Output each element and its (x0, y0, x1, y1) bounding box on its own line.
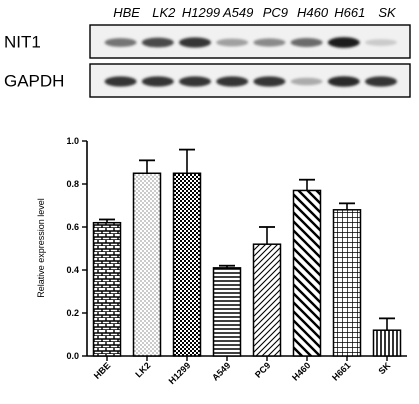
blot-lane-label: A549 (222, 5, 253, 20)
bar-h460 (292, 189, 322, 357)
y-tick-label: 0.8 (66, 179, 79, 189)
blot-lane-labels: HBE LK2 H1299 A549 PC9 H460 H661 SK (113, 5, 397, 20)
error-bars (99, 148, 395, 331)
blot-row-label: NIT1 (4, 33, 41, 52)
blot-band (179, 76, 211, 87)
x-tick-label: PC9 (253, 360, 272, 379)
blot-lane-label: H661 (334, 5, 365, 20)
x-tick-label: HBE (92, 360, 113, 381)
blot-band (365, 39, 397, 46)
blot-band (216, 38, 249, 47)
blot-band (104, 76, 137, 87)
blot-lane-label: PC9 (263, 5, 288, 20)
blot-band (141, 76, 174, 87)
y-tick-label: 0.6 (66, 222, 79, 232)
blot-band (216, 76, 249, 87)
x-tick-label: SK (376, 360, 392, 376)
x-axis: HBE LK2 H1299 A549 PC9 H460 H661 SK (87, 355, 407, 386)
x-tick-label: LK2 (133, 360, 152, 379)
x-tick-label: H1299 (167, 360, 193, 386)
bar-sk (372, 329, 402, 357)
y-axis: 0.0 0.2 0.4 0.6 0.8 1.0 (66, 136, 88, 361)
blot-row-label: GAPDH (4, 72, 64, 91)
y-tick-label: 0.0 (66, 351, 79, 361)
blot-lane-label: LK2 (152, 5, 176, 20)
blot-band (327, 76, 360, 87)
blot-membrane (89, 63, 411, 98)
bars (92, 172, 402, 357)
x-tick-label: A549 (210, 360, 232, 382)
blot-band (253, 38, 286, 47)
blot-band (104, 38, 137, 47)
western-blot: NIT1 GAPDH (4, 24, 411, 98)
blot-band (365, 76, 397, 87)
blot-band (290, 77, 323, 86)
blot-lane-label: SK (378, 5, 397, 20)
blot-lane-label: H460 (297, 5, 329, 20)
y-tick-label: 0.2 (66, 308, 79, 318)
y-axis-title: Relative expression level (36, 198, 46, 298)
blot-band (179, 37, 211, 48)
blot-band (253, 76, 286, 87)
blot-lane-label: HBE (113, 5, 140, 20)
y-tick-label: 1.0 (66, 136, 79, 146)
blot-band (290, 38, 323, 47)
bar-h661 (332, 209, 362, 357)
blot-band (141, 37, 174, 48)
bar-h1299 (172, 172, 202, 357)
bar-hbe (92, 221, 122, 357)
x-tick-label: H661 (330, 360, 352, 382)
bar-chart: Relative expression level 0.00.20.40.60.… (36, 136, 407, 386)
x-tick-label: H460 (290, 360, 312, 382)
y-tick-label: 0.4 (66, 265, 79, 275)
blot-band (327, 37, 360, 48)
bar-lk2 (132, 172, 162, 357)
blot-membrane (89, 24, 411, 59)
bar-pc9 (252, 243, 282, 357)
bar-a549 (212, 267, 242, 357)
blot-lane-label: H1299 (182, 5, 220, 20)
